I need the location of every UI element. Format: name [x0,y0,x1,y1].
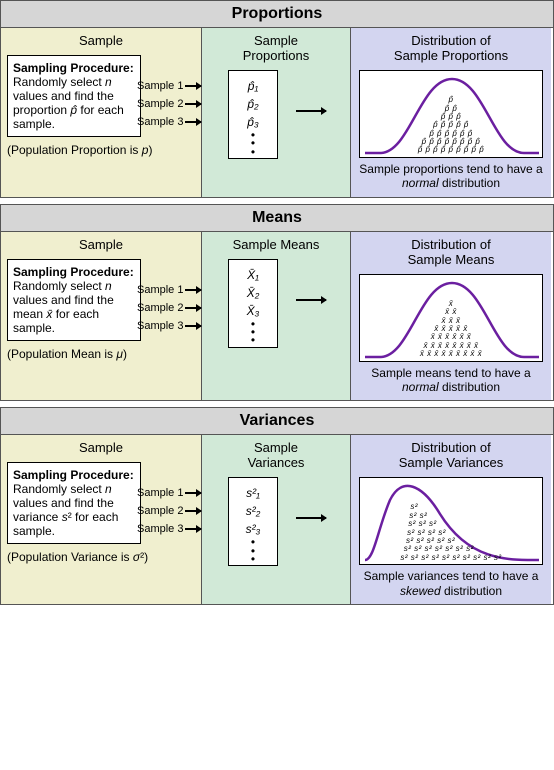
arrow-label: Sample 2 [137,302,183,314]
stat-box: s²₁s²₂s²₃••• [228,477,278,566]
arrow-line-icon [185,325,201,327]
stat-item-0: X̄₁ [229,266,277,284]
dist-caption: Sample proportions tend to have a normal… [357,162,545,191]
dist-panel: Distribution ofSample Means x̄ x̄ x̄ x̄ x… [351,232,551,401]
stat-item-1: s²₂ [229,502,277,520]
stats-wrap: s²₁s²₂s²₃••• [208,477,344,566]
arrow-0: Sample 1 [137,484,201,502]
procedure-box: Sampling Procedure:Randomly select n val… [7,462,141,544]
big-arrow-wrap [278,259,344,301]
dist-box: p̂ p̂ p̂ p̂ p̂ p̂ p̂ p̂ p̂ p̂ p̂ p̂ p̂ p… [359,70,543,158]
arrow-label: Sample 1 [137,284,183,296]
section-title: Means [1,205,553,232]
arrow-2: Sample 3 [137,317,201,335]
sample-head: Sample [7,34,195,49]
proc-body: Randomly select n values and find the va… [13,482,118,538]
stat-item-0: s²₁ [229,484,277,502]
section-2: Variances Sample Sampling Procedure:Random… [0,407,554,605]
arrow-0: Sample 1 [137,77,201,95]
arrows: Sample 1 Sample 2 Sample 3 [137,281,201,335]
dot: • [229,555,277,563]
proc-wrap: Sampling Procedure:Randomly select n val… [7,259,195,341]
arrow-0: Sample 1 [137,281,201,299]
dist-head: Distribution ofSample Proportions [357,34,545,64]
proc-wrap: Sampling Procedure:Randomly select n val… [7,462,195,544]
panels: Sample Sampling Procedure:Randomly select… [1,232,553,401]
procedure-box: Sampling Procedure:Randomly select n val… [7,259,141,341]
arrow-label: Sample 3 [137,523,183,535]
sample-head: Sample [7,238,195,253]
stats-wrap: p̂₁p̂₂p̂₃••• [208,70,344,159]
arrow-2: Sample 3 [137,520,201,538]
proc-wrap: Sampling Procedure:Randomly select n val… [7,55,195,137]
fill-chars: x̄ x̄ x̄ x̄ x̄ x̄ x̄ x̄ x̄ x̄ x̄ x̄ x̄ x… [360,300,542,359]
panels: Sample Sampling Procedure:Randomly select… [1,28,553,197]
arrow-label: Sample 1 [137,80,183,92]
dist-caption: Sample means tend to have a normal distr… [357,366,545,395]
arrow-line-icon [185,85,201,87]
procedure-box: Sampling Procedure:Randomly select n val… [7,55,141,137]
arrow-line-icon [185,510,201,512]
dist-panel: Distribution ofSample Variances s² s² s² … [351,435,551,604]
arrow-label: Sample 2 [137,98,183,110]
stat-box: p̂₁p̂₂p̂₃••• [228,70,278,159]
dist-head: Distribution ofSample Means [357,238,545,268]
dot: • [229,148,277,156]
sample-panel: Sample Sampling Procedure:Randomly select… [1,232,201,401]
dist-panel: Distribution ofSample Proportions p̂ p̂ p… [351,28,551,197]
section-title: Variances [1,408,553,435]
panels: Sample Sampling Procedure:Randomly select… [1,435,553,604]
arrow-2: Sample 3 [137,113,201,131]
arrow-line-icon [185,121,201,123]
arrow-label: Sample 1 [137,487,183,499]
arrow-1: Sample 2 [137,95,201,113]
proc-body: Randomly select n values and find the pr… [13,75,124,131]
stats-wrap: X̄₁X̄₂X̄₃••• [208,259,344,348]
arrow-icon [296,299,326,301]
arrow-label: Sample 3 [137,320,183,332]
stat-box: X̄₁X̄₂X̄₃••• [228,259,278,348]
arrow-line-icon [185,492,201,494]
sample-head: Sample [7,441,195,456]
dist-head: Distribution ofSample Variances [357,441,545,471]
dist-box: x̄ x̄ x̄ x̄ x̄ x̄ x̄ x̄ x̄ x̄ x̄ x̄ x̄ x… [359,274,543,362]
sample-panel: Sample Sampling Procedure:Randomly select… [1,435,201,604]
arrow-label: Sample 2 [137,505,183,517]
arrow-label: Sample 3 [137,116,183,128]
fill-chars: p̂ p̂ p̂ p̂ p̂ p̂ p̂ p̂ p̂ p̂ p̂ p̂ p̂ p… [360,96,542,155]
proc-body: Randomly select n values and find the me… [13,279,114,335]
arrows: Sample 1 Sample 2 Sample 3 [137,77,201,131]
section-1: Means Sample Sampling Procedure:Randomly s… [0,204,554,402]
population-note: (Population Proportion is p) [7,143,195,157]
fill-chars: s² s² s² s² s² s² s² s² s² s² s² s² s² s… [360,503,542,562]
arrows: Sample 1 Sample 2 Sample 3 [137,484,201,538]
big-arrow-wrap [278,477,344,519]
arrow-line-icon [185,289,201,291]
arrow-icon [296,110,326,112]
stats-panel: SampleProportions p̂₁p̂₂p̂₃••• [201,28,351,197]
population-note: (Population Mean is μ) [7,347,195,361]
stat-item-1: p̂₂ [229,95,277,113]
stats-panel: SampleVariances s²₁s²₂s²₃••• [201,435,351,604]
stats-head: SampleProportions [208,34,344,64]
sample-panel: Sample Sampling Procedure:Randomly select… [1,28,201,197]
stats-head: SampleVariances [208,441,344,471]
arrow-1: Sample 2 [137,502,201,520]
stat-item-1: X̄₂ [229,284,277,302]
dot: • [229,336,277,344]
section-title: Proportions [1,1,553,28]
dist-caption: Sample variances tend to have a skewed d… [357,569,545,598]
stats-head: Sample Means [208,238,344,253]
arrow-line-icon [185,103,201,105]
section-0: Proportions Sample Sampling Procedure:Rand… [0,0,554,198]
population-note: (Population Variance is σ²) [7,550,195,564]
stat-item-0: p̂₁ [229,77,277,95]
big-arrow-wrap [278,70,344,112]
arrow-1: Sample 2 [137,299,201,317]
arrow-line-icon [185,307,201,309]
dist-box: s² s² s² s² s² s² s² s² s² s² s² s² s² s… [359,477,543,565]
arrow-icon [296,517,326,519]
arrow-line-icon [185,528,201,530]
stats-panel: Sample Means X̄₁X̄₂X̄₃••• [201,232,351,401]
